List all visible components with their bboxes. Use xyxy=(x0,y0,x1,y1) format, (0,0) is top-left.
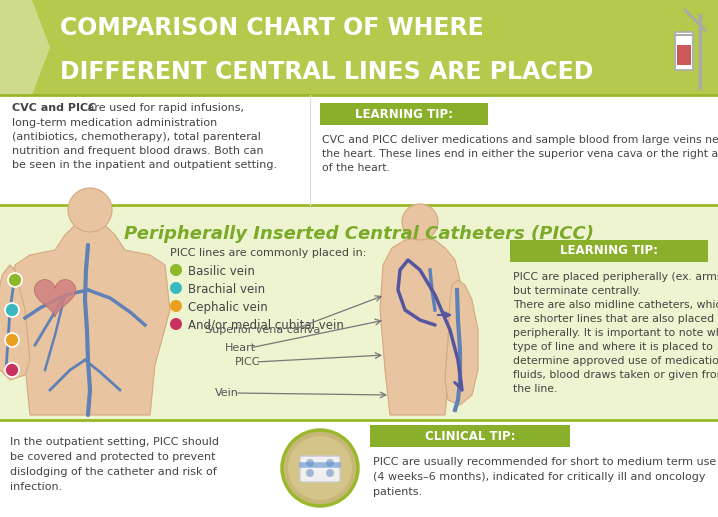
Text: infection.: infection. xyxy=(10,482,62,492)
Text: patients.: patients. xyxy=(373,487,422,497)
Text: (antibiotics, chemotherapy), total parenteral: (antibiotics, chemotherapy), total paren… xyxy=(12,132,261,142)
Text: determine approved use of medications,: determine approved use of medications, xyxy=(513,356,718,366)
Circle shape xyxy=(170,300,182,312)
Circle shape xyxy=(288,436,352,500)
Bar xyxy=(0,205,718,420)
Circle shape xyxy=(326,459,334,467)
Text: LEARNING TIP:: LEARNING TIP: xyxy=(560,245,658,257)
Polygon shape xyxy=(0,265,30,380)
Text: Heart: Heart xyxy=(225,343,256,353)
Polygon shape xyxy=(10,225,170,415)
Circle shape xyxy=(8,273,22,287)
Text: CVC and PICC: CVC and PICC xyxy=(12,103,96,113)
FancyBboxPatch shape xyxy=(300,456,340,482)
Text: peripherally. It is important to note what: peripherally. It is important to note wh… xyxy=(513,328,718,338)
Text: nutrition and frequent blood draws. Both can: nutrition and frequent blood draws. Both… xyxy=(12,146,264,156)
Polygon shape xyxy=(0,0,50,95)
Bar xyxy=(675,32,693,70)
Text: (4 weeks–6 months), indicated for critically ill and oncology: (4 weeks–6 months), indicated for critic… xyxy=(373,472,706,482)
Bar xyxy=(0,95,718,205)
Text: PICC lines are commonly placed in:: PICC lines are commonly placed in: xyxy=(170,248,366,258)
Text: be seen in the inpatient and outpatient setting.: be seen in the inpatient and outpatient … xyxy=(12,160,277,170)
Circle shape xyxy=(402,204,438,240)
Circle shape xyxy=(68,188,112,232)
Text: be covered and protected to prevent: be covered and protected to prevent xyxy=(10,452,215,462)
Bar xyxy=(677,45,691,65)
Circle shape xyxy=(170,264,182,276)
Text: dislodging of the catheter and risk of: dislodging of the catheter and risk of xyxy=(10,467,217,477)
Text: Basilic vein: Basilic vein xyxy=(188,265,255,278)
Text: the line.: the line. xyxy=(513,384,557,394)
Circle shape xyxy=(5,363,19,377)
Text: CLINICAL TIP:: CLINICAL TIP: xyxy=(425,430,516,443)
Circle shape xyxy=(306,469,314,477)
Text: PICC are usually recommended for short to medium term use: PICC are usually recommended for short t… xyxy=(373,457,717,467)
Circle shape xyxy=(5,303,19,317)
Text: Brachial vein: Brachial vein xyxy=(188,283,265,296)
Text: DIFFERENT CENTRAL LINES ARE PLACED: DIFFERENT CENTRAL LINES ARE PLACED xyxy=(60,60,593,84)
Circle shape xyxy=(282,430,358,506)
Text: PICC are placed peripherally (ex. arms): PICC are placed peripherally (ex. arms) xyxy=(513,272,718,282)
Text: And/or medial cubital vein: And/or medial cubital vein xyxy=(188,319,344,332)
Text: Superior vena canva: Superior vena canva xyxy=(205,325,320,335)
Text: of the heart.: of the heart. xyxy=(322,163,390,173)
Bar xyxy=(0,0,718,95)
Polygon shape xyxy=(34,280,76,317)
Text: In the outpatient setting, PICC should: In the outpatient setting, PICC should xyxy=(10,437,219,447)
Text: Cephalic vein: Cephalic vein xyxy=(188,301,268,314)
Polygon shape xyxy=(445,280,478,405)
Polygon shape xyxy=(380,238,460,415)
Circle shape xyxy=(5,333,19,347)
Circle shape xyxy=(326,469,334,477)
Text: There are also midline catheters, which: There are also midline catheters, which xyxy=(513,300,718,310)
Text: fluids, blood draws taken or given from: fluids, blood draws taken or given from xyxy=(513,370,718,380)
Text: long-term medication administration: long-term medication administration xyxy=(12,118,218,128)
Text: CVC and PICC deliver medications and sample blood from large veins near: CVC and PICC deliver medications and sam… xyxy=(322,135,718,145)
Text: LEARNING TIP:: LEARNING TIP: xyxy=(355,108,453,120)
Bar xyxy=(0,420,718,517)
Circle shape xyxy=(170,318,182,330)
Text: Vein: Vein xyxy=(215,388,239,398)
Text: Peripherally Inserted Central Catheters (PICC): Peripherally Inserted Central Catheters … xyxy=(124,225,594,243)
Circle shape xyxy=(170,282,182,294)
FancyBboxPatch shape xyxy=(320,103,488,125)
Text: the heart. These lines end in either the superior vena cava or the right atrium: the heart. These lines end in either the… xyxy=(322,149,718,159)
Text: COMPARISON CHART OF WHERE: COMPARISON CHART OF WHERE xyxy=(60,16,484,40)
Text: are used for rapid infusions,: are used for rapid infusions, xyxy=(84,103,244,113)
Circle shape xyxy=(306,459,314,467)
Text: but terminate centrally.: but terminate centrally. xyxy=(513,286,640,296)
Text: PICC: PICC xyxy=(235,357,261,367)
FancyBboxPatch shape xyxy=(510,240,708,262)
FancyBboxPatch shape xyxy=(370,425,570,447)
Text: are shorter lines that are also placed: are shorter lines that are also placed xyxy=(513,314,714,324)
Text: type of line and where it is placed to: type of line and where it is placed to xyxy=(513,342,713,352)
